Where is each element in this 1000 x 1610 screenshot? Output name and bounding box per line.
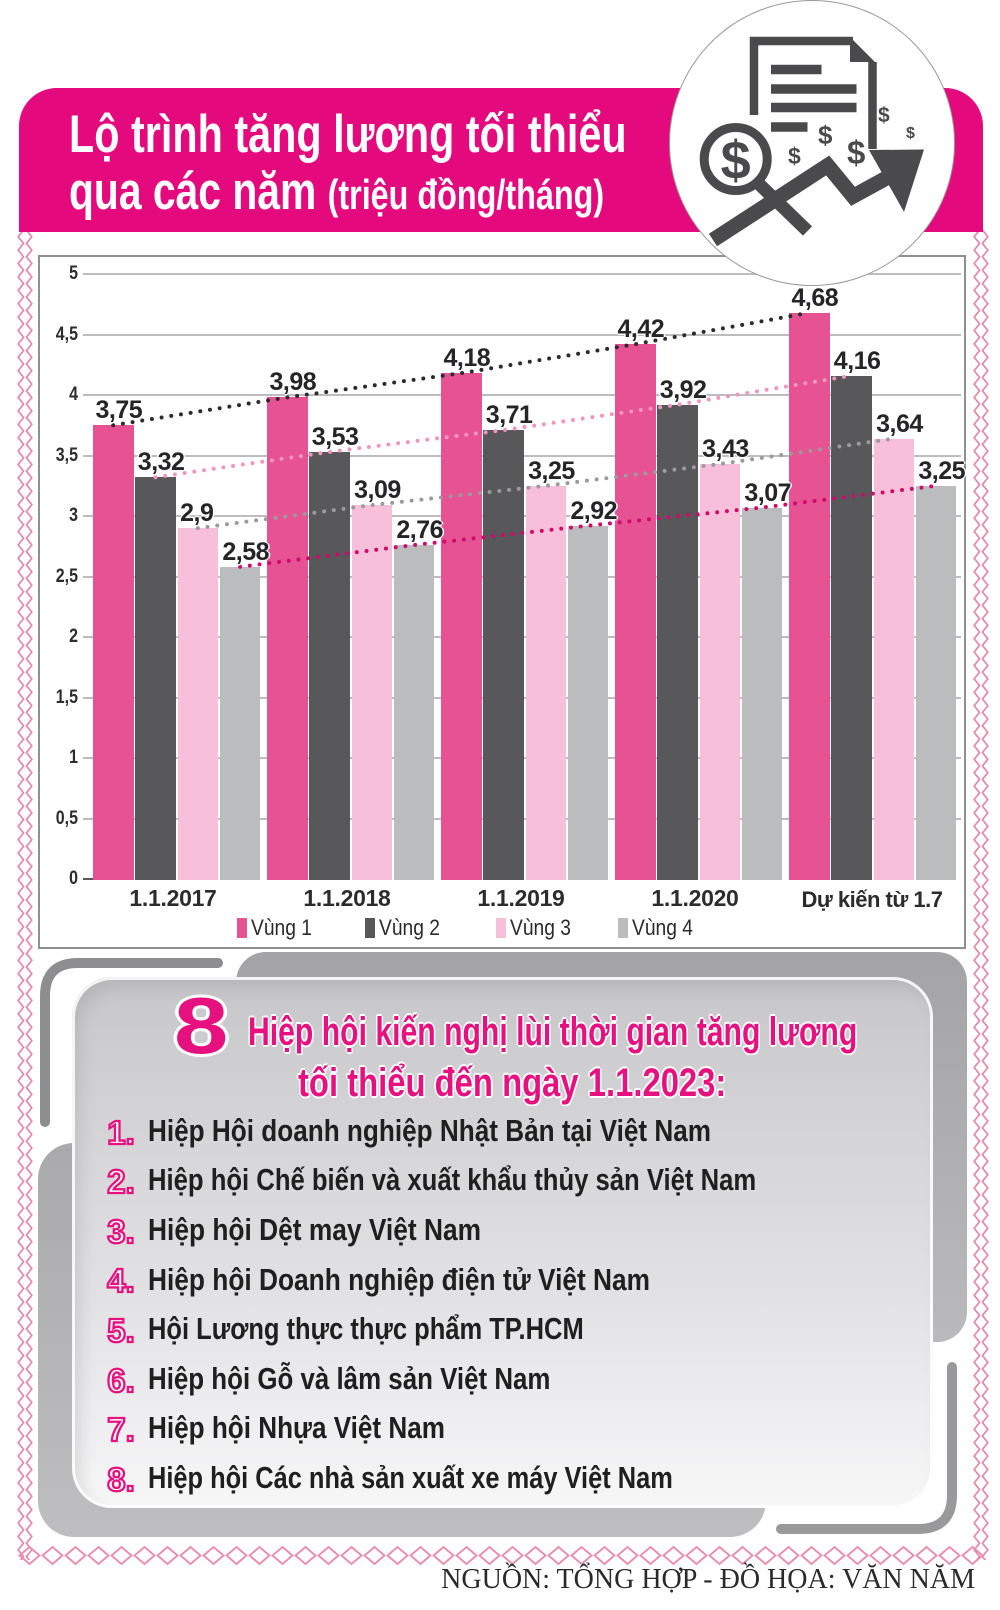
svg-text:$: $ — [847, 134, 865, 171]
svg-text:$: $ — [878, 104, 890, 127]
svg-text:$: $ — [906, 125, 915, 142]
svg-text:$: $ — [818, 120, 833, 150]
svg-text:$: $ — [788, 143, 801, 169]
svg-text:$: $ — [721, 131, 751, 191]
